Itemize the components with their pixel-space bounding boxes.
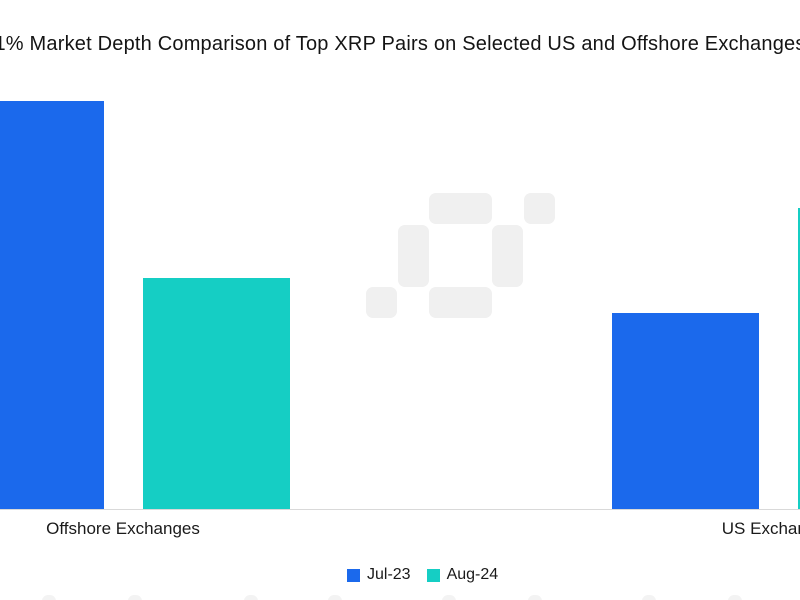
watermark-block	[429, 193, 492, 224]
legend-label-aug24: Aug-24	[446, 566, 499, 583]
legend-label-jul23: Jul-23	[367, 566, 411, 583]
x-label-offshore-exchanges: Offshore Exchanges	[46, 519, 200, 538]
crop-mark	[728, 595, 742, 600]
crop-mark	[528, 595, 542, 600]
bar-aug24-offshore	[143, 278, 290, 509]
crop-mark	[42, 595, 56, 600]
legend-item-aug24: Aug-24	[426, 566, 499, 584]
watermark-block	[366, 287, 397, 318]
chart-title: 1% Market Depth Comparison of Top XRP Pa…	[0, 33, 800, 55]
legend-swatch-jul23-icon	[347, 568, 360, 582]
watermark-block	[524, 193, 555, 224]
crop-mark	[442, 595, 456, 600]
bar-jul23-us	[612, 313, 759, 509]
crop-mark	[328, 595, 342, 600]
crop-mark	[128, 595, 142, 600]
legend-swatch-aug24-icon	[426, 568, 440, 582]
bar-jul23-offshore	[0, 101, 104, 509]
crop-mark	[642, 595, 656, 600]
watermark-block	[492, 225, 523, 287]
watermark-block	[398, 225, 429, 287]
legend-item-jul23: Jul-23	[347, 566, 411, 584]
watermark-block	[429, 287, 492, 318]
bar-aug24-us	[798, 208, 800, 509]
crop-mark	[244, 595, 258, 600]
x-label-us-exchanges: US Exchanges	[721, 519, 800, 538]
x-axis-line	[0, 509, 800, 510]
legend: Jul-23 Aug-24	[347, 566, 498, 584]
